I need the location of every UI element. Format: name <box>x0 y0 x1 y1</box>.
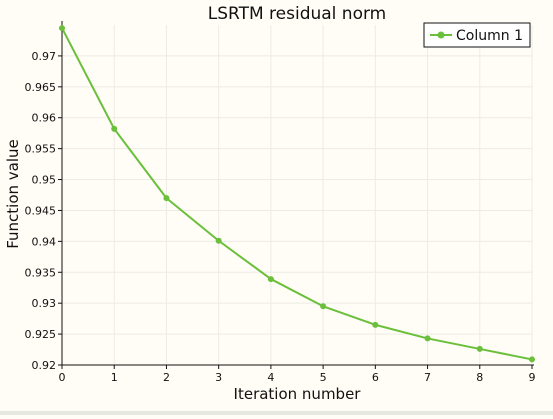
data-point <box>476 345 483 352</box>
data-point <box>163 195 170 202</box>
axes: 0 1 2 3 4 5 6 7 8 9 0.92 0.925 0.93 0.935 0.94 0.945 0.9… <box>25 21 536 384</box>
x-tick-label: 2 <box>163 371 170 384</box>
y-tick-label: 0.945 <box>25 204 57 217</box>
data-point <box>529 356 535 363</box>
legend: Column 1 <box>423 22 531 48</box>
series-line <box>61 27 533 361</box>
y-tick-label: 0.97 <box>32 50 57 63</box>
y-axis-label: Function value <box>4 139 22 249</box>
legend-label: Column 1 <box>456 28 523 44</box>
y-tick-label: 0.935 <box>25 266 57 279</box>
legend-swatch-marker <box>437 31 445 39</box>
data-point <box>215 237 222 244</box>
x-tick-label: 7 <box>424 371 431 384</box>
y-tick-label: 0.95 <box>32 174 57 187</box>
chart-title: LSRTM residual norm <box>208 4 386 24</box>
y-tick-label: 0.94 <box>32 235 57 248</box>
y-tick-label: 0.955 <box>25 143 57 156</box>
x-tick-label: 8 <box>476 371 483 384</box>
x-tick-label: 0 <box>59 371 66 384</box>
y-tick-label: 0.925 <box>25 328 57 341</box>
data-point <box>59 25 65 32</box>
series-layer <box>59 25 535 363</box>
y-tick-label: 0.92 <box>32 359 57 372</box>
x-tick-label: 1 <box>111 371 118 384</box>
x-tick-label: 9 <box>529 371 536 384</box>
x-tick-label: 6 <box>372 371 379 384</box>
x-tick-label: 3 <box>215 371 222 384</box>
data-point <box>372 321 379 328</box>
data-point <box>111 125 118 132</box>
x-tick-label: 4 <box>267 371 274 384</box>
y-tick-label: 0.96 <box>32 112 57 125</box>
status-strip <box>0 411 553 415</box>
y-tick-label: 0.93 <box>32 297 57 310</box>
y-tick-label: 0.965 <box>25 81 57 94</box>
x-axis-label: Iteration number <box>234 385 362 403</box>
x-tick-label: 5 <box>320 371 327 384</box>
data-point <box>267 276 274 283</box>
data-point <box>424 335 431 342</box>
data-point <box>320 303 327 310</box>
